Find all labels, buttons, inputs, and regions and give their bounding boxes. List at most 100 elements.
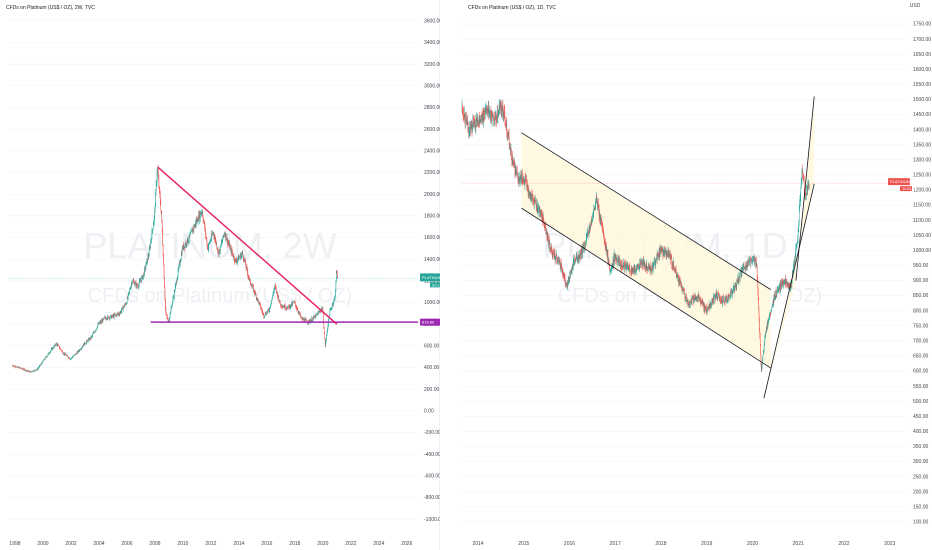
y-tick-label: 600.00 bbox=[913, 369, 929, 375]
y-tick-label: 500.00 bbox=[913, 399, 929, 405]
y-tick-label: 1800.00 bbox=[424, 213, 440, 219]
grid bbox=[8, 20, 418, 520]
y-tick-label: 2600.00 bbox=[424, 127, 440, 133]
x-tick-label: 2017 bbox=[610, 541, 621, 547]
x-tick-label: 2018 bbox=[655, 541, 666, 547]
price-tag-text: PLATINUM 1222.74 bbox=[422, 275, 440, 280]
drawings[interactable] bbox=[462, 96, 908, 399]
x-tick-label: 2010 bbox=[177, 541, 188, 547]
y-tick-label: 450.00 bbox=[913, 414, 929, 420]
price-tag-countdown-box bbox=[900, 186, 912, 192]
y-tick-label: 400.00 bbox=[913, 429, 929, 435]
x-tick-label: 2020 bbox=[317, 541, 328, 547]
price-tag-countdown-text: 11:01:09 bbox=[902, 186, 918, 191]
y-tick-label: 0.00 bbox=[424, 408, 434, 414]
x-tick-label: 2022 bbox=[345, 541, 356, 547]
chart-1d-panel[interactable]: PLATINUM, 1D CFDs on Platinum (US$ / OZ)… bbox=[440, 0, 932, 550]
y-tick-label: 650.00 bbox=[913, 354, 929, 360]
y-tick-label: -800.00 bbox=[424, 495, 440, 501]
y-tick-label: 3600.00 bbox=[424, 18, 440, 24]
y-tick-label: 1150.00 bbox=[913, 203, 931, 209]
descending-channel-lower[interactable] bbox=[521, 207, 771, 369]
channel-fills bbox=[521, 96, 815, 399]
x-tick-label: 1998 bbox=[9, 541, 20, 547]
price-tags: PLATINUM 1222.74 11:01:09 bbox=[888, 178, 926, 192]
x-tick-label: 2000 bbox=[37, 541, 48, 547]
y-tick-label: 1700.00 bbox=[913, 37, 931, 43]
y-tick-label: 1550.00 bbox=[913, 82, 931, 88]
y-tick-label: 900.00 bbox=[913, 278, 929, 284]
y-tick-label: 100.00 bbox=[913, 520, 929, 526]
y-tick-label: 1400.00 bbox=[424, 257, 440, 263]
descending-trendline[interactable] bbox=[157, 166, 338, 325]
y-tick-label: 1600.00 bbox=[913, 67, 931, 73]
price-tag-box bbox=[420, 273, 440, 282]
y-tick-label: 2200.00 bbox=[424, 170, 440, 176]
x-tick-label: 2014 bbox=[472, 541, 483, 547]
ascending-channel-upper[interactable] bbox=[795, 96, 815, 281]
y-tick-label: 1500.00 bbox=[913, 97, 931, 103]
y-tick-label: 400.00 bbox=[424, 365, 440, 371]
y-tick-label: -1000.00 bbox=[424, 517, 440, 523]
y-tick-label: 1300.00 bbox=[913, 157, 931, 163]
chart-title: CFDs on Platinum (US$ / OZ), 1D, TVC bbox=[468, 5, 556, 11]
x-tick-label: 2019 bbox=[701, 541, 712, 547]
support-tag-text: 818.80 bbox=[422, 320, 435, 325]
y-tick-label: 3400.00 bbox=[424, 40, 440, 46]
y-tick-label: 3000.00 bbox=[424, 83, 440, 89]
y-tick-label: 250.00 bbox=[913, 474, 929, 480]
x-tick-label: 2024 bbox=[373, 541, 384, 547]
y-tick-label: 150.00 bbox=[913, 504, 929, 510]
descending-channel-upper[interactable] bbox=[521, 132, 771, 290]
y-tick-label: 1200.00 bbox=[913, 188, 931, 194]
y-tick-label: 2800.00 bbox=[424, 105, 440, 111]
y-tick-label: 950.00 bbox=[913, 263, 929, 269]
x-tick-label: 2026 bbox=[401, 541, 412, 547]
y-tick-label: 1400.00 bbox=[913, 127, 931, 133]
x-tick-label: 2022 bbox=[838, 541, 849, 547]
y-tick-label: -400.00 bbox=[424, 452, 440, 458]
y-tick-label: 300.00 bbox=[913, 459, 929, 465]
price-tag-countdown-box bbox=[430, 282, 440, 288]
x-tick-label: 2020 bbox=[747, 541, 758, 547]
watermark-symbol: PLATINUM, 2W bbox=[83, 225, 336, 266]
price-tags: PLATINUM 1222.74 2d 12h 818.80 bbox=[420, 273, 440, 326]
y-axis: 100.00 150.00 200.00 250.00 300.00 350.00 400.… bbox=[913, 22, 931, 526]
y-tick-label: -600.00 bbox=[424, 473, 440, 479]
y-tick-label: 700.00 bbox=[913, 339, 929, 345]
y-tick-label: 850.00 bbox=[913, 293, 929, 299]
x-tick-label: 2023 bbox=[884, 541, 895, 547]
y-tick-label: 800.00 bbox=[913, 308, 929, 314]
y-tick-label: 750.00 bbox=[913, 323, 929, 329]
watermark-description: CFDs on Platinum (US$ / OZ) bbox=[88, 285, 353, 307]
x-tick-label: 2015 bbox=[518, 541, 529, 547]
price-tag-box bbox=[888, 178, 910, 186]
y-tick-label: 1250.00 bbox=[913, 173, 931, 179]
price-candles bbox=[461, 99, 810, 373]
y-tick-label: 1200.00 bbox=[424, 278, 440, 284]
y-tick-label: 1650.00 bbox=[913, 52, 931, 58]
y-tick-label: -200.00 bbox=[424, 430, 440, 436]
x-tick-label: 2016 bbox=[564, 541, 575, 547]
x-tick-label: 2004 bbox=[93, 541, 104, 547]
y-tick-label: 3200.00 bbox=[424, 62, 440, 68]
drawings[interactable] bbox=[8, 166, 418, 325]
y-tick-label: 350.00 bbox=[913, 444, 929, 450]
support-tag-box bbox=[420, 318, 440, 326]
y-tick-label: 1450.00 bbox=[913, 112, 931, 118]
price-tag-text: PLATINUM 1222.74 bbox=[890, 179, 926, 184]
chart-2w-panel[interactable]: PLATINUM, 2W CFDs on Platinum (US$ / OZ)… bbox=[0, 0, 440, 550]
y-tick-label: 550.00 bbox=[913, 384, 929, 390]
x-tick-label: 2014 bbox=[233, 541, 244, 547]
price-candles bbox=[11, 164, 339, 373]
y-axis: -1000.00 -800.00 -600.00 -400.00 -200.00 0.00… bbox=[424, 18, 440, 522]
x-axis: 1998 2000 2002 2004 2006 2008 2010 2012 2014 2016… bbox=[9, 541, 412, 547]
x-tick-label: 2018 bbox=[289, 541, 300, 547]
y-tick-label: 200.00 bbox=[913, 489, 929, 495]
x-tick-label: 2012 bbox=[205, 541, 216, 547]
ascending-channel-lower[interactable] bbox=[763, 183, 815, 399]
x-tick-label: 2021 bbox=[793, 541, 804, 547]
y-tick-label: 1100.00 bbox=[913, 218, 931, 224]
y-tick-label: 1750.00 bbox=[913, 22, 931, 28]
